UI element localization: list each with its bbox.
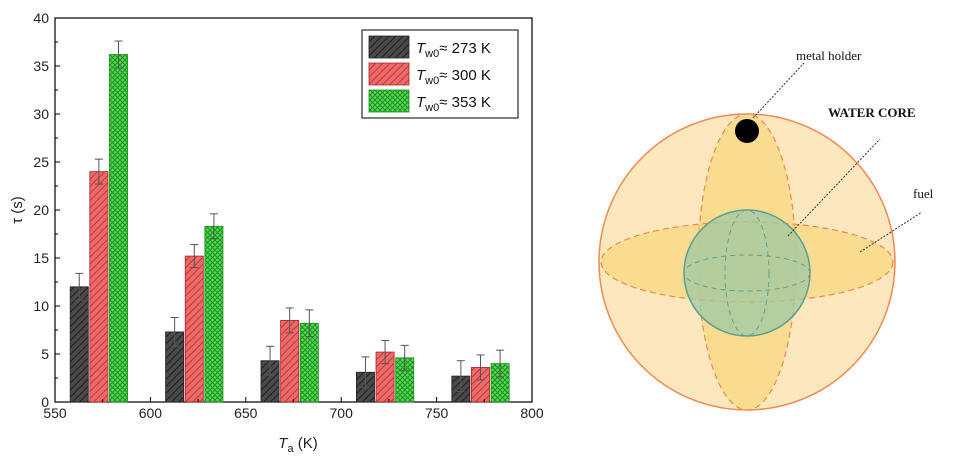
- water-core-label: WATER CORE: [828, 105, 916, 120]
- x-axis-title-sub: a: [287, 443, 294, 455]
- error-bar-273-623: [170, 317, 179, 347]
- x-axis-title: Ta (K): [278, 435, 317, 455]
- x-axis-title-unit: (K): [294, 435, 318, 452]
- x-tick-label-700: 700: [330, 405, 354, 421]
- metal-holder-leader: [752, 62, 805, 119]
- error-bar-273-573: [75, 272, 84, 301]
- x-tick-label-800: 800: [520, 405, 544, 421]
- error-bar-353-623: [209, 213, 218, 240]
- x-tick-label-550: 550: [43, 405, 67, 421]
- error-bar-353-773: [496, 349, 505, 378]
- legend-swatch-273: [368, 35, 410, 59]
- water-core-leader: [787, 138, 881, 237]
- metal-holder: [735, 119, 759, 143]
- error-bar-353-723: [400, 344, 409, 371]
- legend-swatch-300: [368, 62, 410, 86]
- y-axis-title: τ (s): [9, 196, 26, 224]
- y-tick-label-10: 10: [33, 298, 49, 314]
- y-tick-label-5: 5: [41, 346, 49, 362]
- legend-swatch-353: [368, 89, 410, 113]
- error-bar-300-723: [381, 340, 390, 365]
- y-tick-label-35: 35: [33, 58, 49, 74]
- core-vertical-ellipse: [724, 209, 770, 337]
- error-bar-353-573: [114, 40, 123, 69]
- legend-label-273: Tw0≈ 273 K: [416, 40, 491, 60]
- y-tick-label-15: 15: [33, 250, 49, 266]
- core-horizontal-ellipse: [683, 254, 811, 292]
- bars-layer: [69, 40, 510, 403]
- x-tick-label-650: 650: [234, 405, 258, 421]
- error-bar-300-573: [94, 158, 103, 185]
- fuel-label: fuel: [913, 186, 934, 201]
- y-tick-label-40: 40: [33, 10, 49, 26]
- error-bar-273-773: [456, 360, 465, 392]
- error-bar-273-723: [361, 356, 370, 389]
- error-bar-300-773: [476, 354, 485, 381]
- bar-353-573: [109, 54, 128, 403]
- y-tick-label-0: 0: [41, 394, 49, 410]
- error-bar-353-673: [305, 309, 314, 338]
- metal-holder-label: metal holder: [796, 48, 862, 63]
- fuel-leader: [859, 211, 923, 253]
- y-tick-label-30: 30: [33, 106, 49, 122]
- error-bar-273-673: [266, 345, 275, 376]
- x-tick-label-600: 600: [139, 405, 163, 421]
- bar-chart: 550 600 650 700 750 800 0 5 10 15 20 25 30 35 40 τ (s)…: [9, 10, 544, 455]
- ticks-layer: 550 600 650 700 750 800 0 5 10 15 20 25 30 35 40: [33, 10, 543, 421]
- legend-label-353: Tw0≈ 353 K: [416, 94, 491, 114]
- y-tick-label-20: 20: [33, 202, 49, 218]
- bar-273-573: [69, 286, 89, 403]
- error-bar-300-623: [190, 244, 199, 269]
- x-tick-label-750: 750: [425, 405, 449, 421]
- y-tick-label-25: 25: [33, 154, 49, 170]
- water-core: [683, 209, 811, 337]
- bar-300-573: [89, 171, 109, 403]
- bar-353-623: [204, 225, 224, 403]
- bar-300-623: [184, 255, 204, 403]
- x-axis-title-main: T: [278, 435, 289, 452]
- error-bar-300-673: [285, 307, 294, 334]
- legend: Tw0≈ 273 K Tw0≈ 300 K Tw0≈ 353 K: [361, 29, 519, 119]
- droplet-diagram: metal holder WATER CORE fuel: [598, 48, 934, 411]
- legend-label-300: Tw0≈ 300 K: [416, 67, 491, 87]
